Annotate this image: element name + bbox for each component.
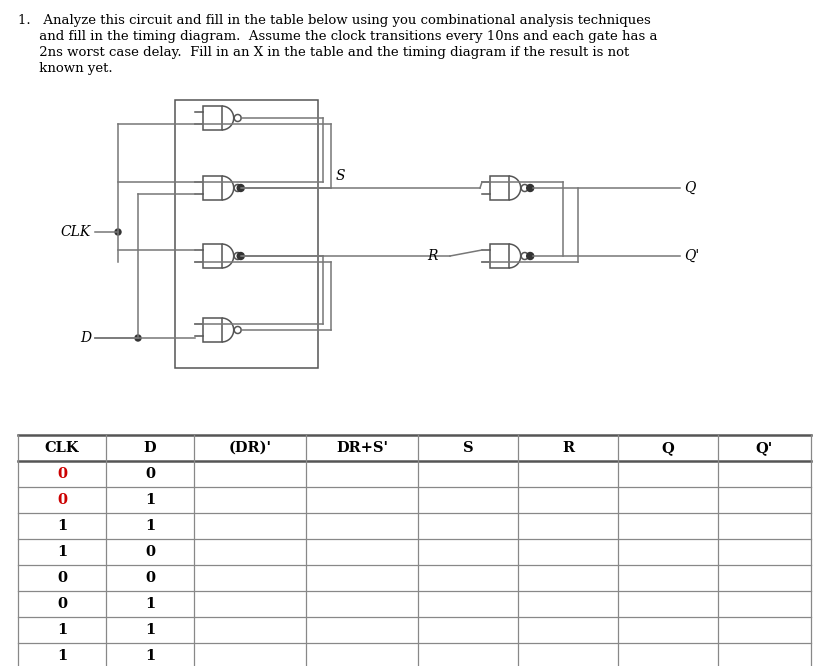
Text: S: S [462, 441, 473, 455]
Text: 0: 0 [57, 597, 67, 611]
Text: D: D [143, 441, 156, 455]
Text: D: D [79, 331, 91, 345]
Text: 1: 1 [57, 519, 67, 533]
Text: 0: 0 [57, 571, 67, 585]
Text: 0: 0 [57, 493, 67, 507]
Text: 0: 0 [145, 571, 155, 585]
Text: 0: 0 [145, 545, 155, 559]
Text: 1: 1 [57, 649, 67, 663]
Text: S: S [335, 169, 345, 183]
Text: 1: 1 [145, 597, 155, 611]
Circle shape [237, 184, 244, 192]
Text: R: R [561, 441, 573, 455]
Text: 1.   Analyze this circuit and fill in the table below using you combinational an: 1. Analyze this circuit and fill in the … [18, 14, 650, 27]
Text: 0: 0 [57, 467, 67, 481]
Text: 0: 0 [145, 467, 155, 481]
Text: Q: Q [661, 441, 673, 455]
Bar [203, 106, 221, 130]
Text: 1: 1 [145, 493, 155, 507]
Circle shape [526, 252, 533, 260]
Text: 2ns worst case delay.  Fill in an X in the table and the timing diagram if the r: 2ns worst case delay. Fill in an X in th… [18, 46, 628, 59]
Text: R: R [427, 249, 437, 263]
Text: 1: 1 [145, 649, 155, 663]
Bar [203, 244, 221, 268]
Text: Q: Q [683, 181, 695, 195]
Text: 1: 1 [57, 545, 67, 559]
Bar [175, 100, 318, 368]
Text: known yet.: known yet. [18, 62, 113, 75]
Text: CLK: CLK [60, 225, 91, 239]
Circle shape [115, 229, 121, 235]
Text: Q': Q' [683, 249, 698, 263]
Circle shape [526, 184, 533, 192]
Text: and fill in the timing diagram.  Assume the clock transitions every 10ns and eac: and fill in the timing diagram. Assume t… [18, 30, 657, 43]
Text: CLK: CLK [45, 441, 79, 455]
Text: 1: 1 [57, 623, 67, 637]
Bar [489, 176, 508, 200]
Text: (DR)': (DR)' [229, 441, 272, 455]
Text: 1: 1 [145, 519, 155, 533]
Text: DR+S': DR+S' [335, 441, 388, 455]
Bar [203, 318, 221, 342]
Text: 1: 1 [145, 623, 155, 637]
Text: Q': Q' [755, 441, 773, 455]
Circle shape [135, 335, 141, 341]
Bar [489, 244, 508, 268]
Circle shape [237, 252, 244, 260]
Bar [203, 176, 221, 200]
